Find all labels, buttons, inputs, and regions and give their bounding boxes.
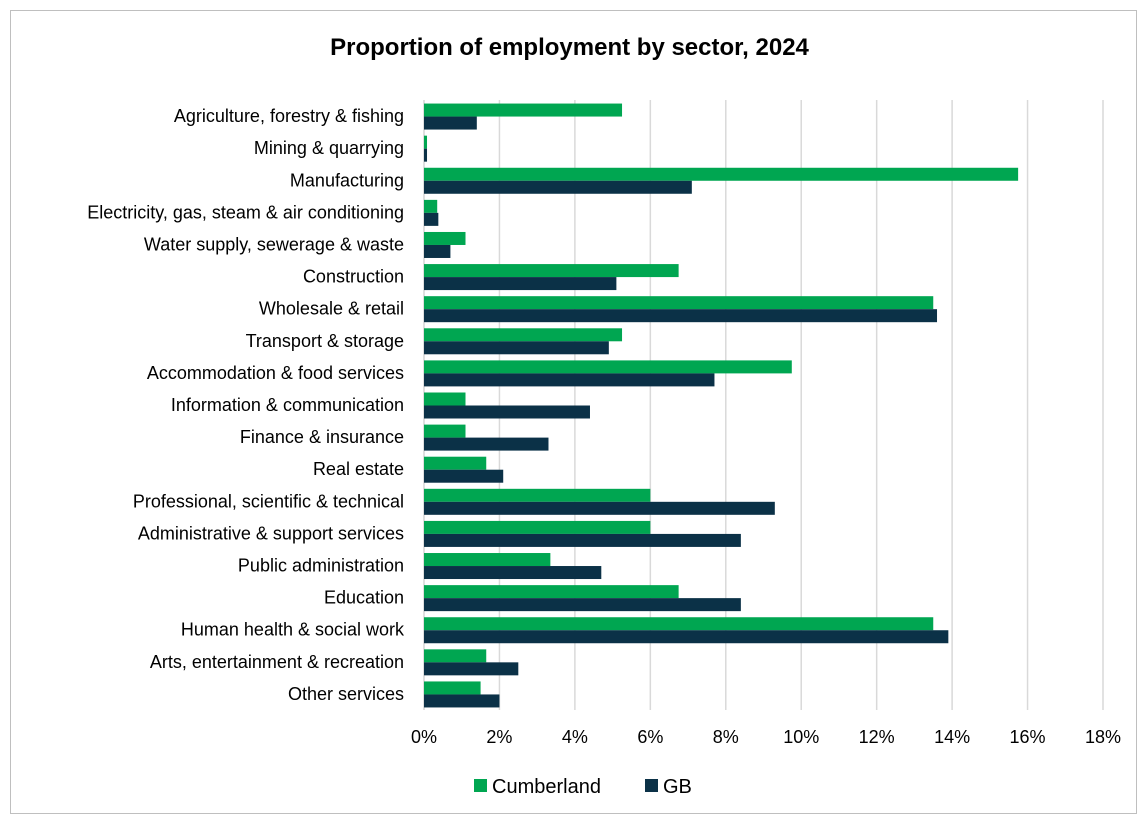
category-label: Agriculture, forestry & fishing: [174, 106, 404, 126]
category-label: Manufacturing: [290, 170, 404, 190]
bar-cumberland: [424, 199, 438, 213]
bar-gb: [424, 662, 519, 676]
bar-gb: [424, 469, 504, 483]
bar-gb: [424, 566, 602, 580]
bar-cumberland: [424, 328, 623, 342]
category-label: Real estate: [313, 459, 404, 479]
bar-gb: [424, 244, 451, 258]
bar-cumberland: [424, 103, 623, 117]
x-tick-label: 8%: [713, 727, 739, 747]
category-label: Administrative & support services: [138, 523, 404, 543]
bars: [424, 103, 1019, 708]
bar-gb: [424, 694, 500, 708]
bar-cumberland: [424, 360, 792, 374]
bar-cumberland: [424, 296, 934, 310]
bar-cumberland: [424, 231, 466, 245]
category-label: Public administration: [238, 556, 404, 576]
category-label: Professional, scientific & technical: [133, 491, 404, 511]
x-tick-label: 14%: [934, 727, 970, 747]
legend-label: Cumberland: [492, 776, 601, 798]
category-label: Wholesale & retail: [259, 299, 404, 319]
bar-cumberland: [424, 264, 679, 278]
bar-gb: [424, 212, 439, 226]
legend: Cumberland GB: [474, 776, 692, 798]
category-label: Transport & storage: [246, 331, 404, 351]
category-label: Construction: [303, 267, 404, 287]
bar-cumberland: [424, 167, 1019, 181]
bar-cumberland: [424, 553, 551, 567]
category-label: Mining & quarrying: [254, 138, 404, 158]
legend-swatch: [474, 779, 487, 792]
bar-cumberland: [424, 456, 487, 470]
bar-cumberland: [424, 135, 428, 149]
legend-swatch: [645, 779, 658, 792]
x-tick-label: 2%: [486, 727, 512, 747]
category-label: Finance & insurance: [240, 427, 404, 447]
legend-label: GB: [663, 776, 692, 798]
chart-title: Proportion of employment by sector, 2024: [330, 34, 809, 61]
category-label: Water supply, sewerage & waste: [144, 234, 404, 254]
bar-cumberland: [424, 392, 466, 406]
category-label: Information & communication: [171, 395, 404, 415]
bar-cumberland: [424, 488, 651, 502]
bar-cumberland: [424, 649, 487, 663]
x-tick-label: 0%: [411, 727, 437, 747]
category-label: Electricity, gas, steam & air conditioni…: [87, 202, 404, 222]
bar-cumberland: [424, 617, 934, 631]
bar-gb: [424, 501, 775, 515]
bar-cumberland: [424, 681, 481, 695]
x-tick-label: 12%: [859, 727, 895, 747]
bar-gb: [424, 309, 938, 323]
category-labels: Agriculture, forestry & fishing Mining & …: [87, 106, 405, 704]
bar-gb: [424, 116, 477, 130]
bar-cumberland: [424, 424, 466, 438]
x-tick-labels: 0% 2% 4% 6% 8% 10% 12% 14% 16% 18%: [411, 727, 1121, 747]
category-label: Other services: [288, 684, 404, 704]
bar-gb: [424, 630, 949, 644]
bar-cumberland: [424, 520, 651, 534]
x-tick-label: 4%: [562, 727, 588, 747]
bar-gb: [424, 437, 549, 451]
bar-gb: [424, 533, 741, 547]
category-label: Education: [324, 588, 404, 608]
x-tick-label: 6%: [637, 727, 663, 747]
category-label: Accommodation & food services: [147, 363, 404, 383]
bar-cumberland: [424, 585, 679, 599]
bar-gb: [424, 148, 428, 162]
category-label: Human health & social work: [181, 620, 405, 640]
bar-gb: [424, 277, 617, 291]
x-tick-label: 16%: [1010, 727, 1046, 747]
bar-gb: [424, 341, 609, 355]
bar-gb: [424, 598, 741, 612]
x-tick-label: 18%: [1085, 727, 1121, 747]
x-tick-label: 10%: [783, 727, 819, 747]
bar-gb: [424, 405, 590, 419]
bar-gb: [424, 180, 692, 194]
category-label: Arts, entertainment & recreation: [150, 652, 404, 672]
bar-gb: [424, 373, 715, 387]
